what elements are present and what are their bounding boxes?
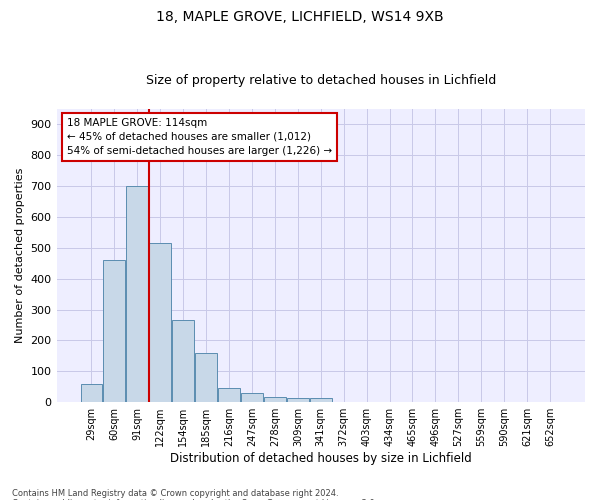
Bar — [172, 320, 194, 402]
Bar — [127, 186, 148, 402]
Bar — [310, 398, 332, 402]
Text: Contains public sector information licensed under the Open Government Licence v3: Contains public sector information licen… — [12, 498, 377, 500]
Bar — [80, 384, 103, 402]
Bar — [149, 243, 171, 402]
Text: Contains HM Land Registry data © Crown copyright and database right 2024.: Contains HM Land Registry data © Crown c… — [12, 488, 338, 498]
Bar — [103, 260, 125, 402]
Title: Size of property relative to detached houses in Lichfield: Size of property relative to detached ho… — [146, 74, 496, 87]
Bar — [264, 398, 286, 402]
Bar — [218, 388, 240, 402]
Bar — [195, 352, 217, 402]
Bar — [241, 393, 263, 402]
Text: 18 MAPLE GROVE: 114sqm
← 45% of detached houses are smaller (1,012)
54% of semi-: 18 MAPLE GROVE: 114sqm ← 45% of detached… — [67, 118, 332, 156]
Y-axis label: Number of detached properties: Number of detached properties — [15, 168, 25, 343]
X-axis label: Distribution of detached houses by size in Lichfield: Distribution of detached houses by size … — [170, 452, 472, 465]
Bar — [287, 398, 309, 402]
Text: 18, MAPLE GROVE, LICHFIELD, WS14 9XB: 18, MAPLE GROVE, LICHFIELD, WS14 9XB — [156, 10, 444, 24]
